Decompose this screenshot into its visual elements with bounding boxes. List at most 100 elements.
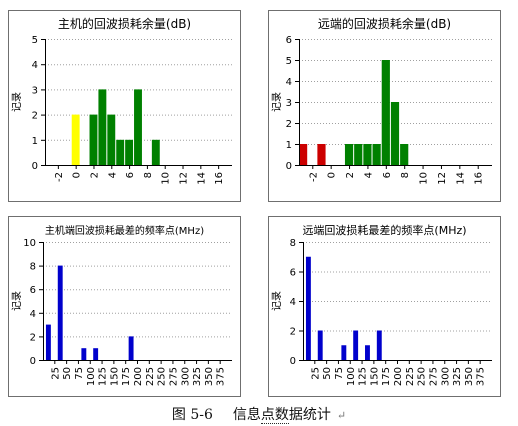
- chart-remote-worst-frequency: 远端回波损耗最差的频率点(MHz) 0 2 4 6 8 25 50 75 100 125 150 175…: [271, 223, 492, 386]
- chart-1-y-tick-label: 6: [286, 35, 292, 46]
- chart-3-bar-5: [376, 330, 382, 360]
- chart-0-bar-7: [151, 139, 160, 165]
- chart-1-x-tick-label: 2: [345, 172, 356, 178]
- chart-1-y-axis-label: 记录: [271, 92, 283, 112]
- chart-1-bar-7: [390, 102, 400, 165]
- chart-1-x-tick-label: 4: [363, 172, 374, 178]
- chart-1-y-tick-label: 2: [286, 119, 292, 130]
- chart-0-x-tick-label: 12: [179, 172, 190, 185]
- chart-1-title: 远端的回波损耗余量(dB): [318, 16, 451, 31]
- chart-1-x-tick-label: -2: [308, 172, 319, 182]
- chart-1-bar-4: [363, 144, 372, 165]
- chart-3-y-tick-label: 0: [290, 356, 296, 367]
- chart-0-bar-5: [125, 139, 134, 165]
- chart-3-x-tick-label: 75: [334, 367, 345, 380]
- chart-0-title: 主机的回波损耗余量(dB): [58, 16, 191, 31]
- chart-1-x-tick-label: 12: [437, 172, 448, 185]
- chart-3-x-tick-label: 325: [452, 367, 463, 386]
- chart-0-x-tick-label: 6: [125, 172, 136, 178]
- chart-2-bar-4: [128, 336, 134, 360]
- chart-1-bar-8: [400, 144, 409, 165]
- chart-2-x-tick-label: 275: [168, 367, 179, 386]
- chart-1-y-tick-label: 4: [286, 77, 292, 88]
- chart-3-x-tick-label: 200: [393, 367, 404, 386]
- chart-1-bar-3: [354, 144, 363, 165]
- chart-1-x-tick-label: 8: [400, 172, 411, 178]
- chart-panel-remote-worst-frequency: 远端回波损耗最差的频率点(MHz) 0 2 4 6 8 25 50 75 100 125 150 175…: [268, 216, 501, 397]
- chart-1-y-tick-label: 0: [286, 161, 292, 172]
- chart-2-y-tick-label: 2: [30, 332, 36, 343]
- figure-title-start: 信息: [232, 407, 261, 423]
- chart-0-bar-4: [116, 139, 125, 165]
- chart-0-y-tick-label: 2: [32, 111, 38, 122]
- chart-0-y-tick-label: 3: [32, 85, 38, 96]
- chart-0-y-tick-label: 1: [32, 136, 38, 147]
- chart-3-bar-2: [341, 345, 347, 360]
- chart-3-x-tick-label: 50: [322, 367, 333, 380]
- chart-0-x-tick-label: 0: [72, 172, 83, 178]
- chart-0-y-tick-label: 4: [32, 60, 38, 71]
- figure-title-end: 据统计: [288, 407, 331, 423]
- chart-3-y-tick-label: 6: [290, 268, 296, 279]
- chart-2-y-tick-label: 8: [30, 262, 36, 273]
- chart-2-x-tick-label: 225: [145, 367, 156, 386]
- chart-3-x-tick-label: 350: [464, 367, 475, 386]
- chart-2-x-tick-label: 325: [192, 367, 203, 386]
- figure-caption: 图 5-6 信息点数据统计 ↵: [0, 404, 518, 424]
- chart-3-title: 远端回波损耗最差的频率点(MHz): [302, 223, 466, 237]
- chart-0-y-tick-label: 5: [32, 35, 38, 46]
- chart-3-bar-1: [317, 330, 323, 360]
- chart-3-x-tick-label: 125: [358, 367, 369, 386]
- chart-0-bar-6: [134, 89, 142, 165]
- chart-2-x-tick-label: 375: [216, 367, 227, 386]
- chart-2-y-tick-label: 10: [23, 238, 36, 249]
- chart-3-x-tick-label: 375: [476, 367, 487, 386]
- chart-0-x-tick-label: 10: [161, 172, 172, 185]
- chart-2-title: 主机端回波损耗最差的频率点(MHz): [45, 224, 204, 237]
- chart-1-bar-5: [372, 144, 381, 165]
- chart-1-bar-2: [344, 144, 354, 165]
- chart-1-bar-1: [317, 144, 326, 165]
- chart-3-bar-0: [305, 256, 311, 360]
- chart-2-bar-1: [57, 265, 63, 360]
- chart-1-y-tick-label: 1: [286, 140, 292, 151]
- chart-2-x-tick-label: 75: [74, 367, 85, 380]
- chart-2-x-tick-label: 250: [157, 367, 168, 386]
- chart-3-bar-4: [365, 345, 370, 360]
- chart-3-y-tick-label: 8: [290, 238, 296, 249]
- chart-1-y-tick-label: 5: [286, 56, 292, 67]
- chart-1-x-tick-label: 0: [327, 172, 338, 178]
- chart-3-x-tick-label: 150: [369, 367, 380, 386]
- chart-3-x-tick-label: 175: [381, 367, 392, 386]
- chart-0-bar-2: [98, 89, 107, 165]
- chart-0-y-axis-label: 记录: [11, 92, 23, 112]
- chart-2-x-tick-label: 175: [121, 367, 132, 386]
- chart-3-y-axis-label: 记录: [271, 291, 283, 311]
- chart-0-x-tick-label: 16: [214, 172, 225, 185]
- chart-1-x-tick-label: 16: [474, 172, 485, 185]
- chart-2-x-tick-label: 25: [50, 367, 61, 380]
- chart-2-x-tick-label: 350: [204, 367, 215, 386]
- chart-0-x-tick-label: 2: [89, 172, 100, 178]
- chart-2-y-tick-label: 6: [30, 285, 36, 296]
- chart-2-x-tick-label: 150: [109, 367, 120, 386]
- chart-3-y-tick-label: 2: [290, 327, 296, 338]
- chart-2-bar-0: [45, 324, 51, 360]
- chart-panel-host-return-loss-margin: 主机的回波损耗余量(dB) 0 1 2 3 4 5 -2 0 2 4 6 8 10 12 14 16 记录: [8, 10, 241, 202]
- chart-0-x-tick-label: -2: [54, 172, 65, 182]
- chart-2-x-tick-label: 125: [98, 367, 109, 386]
- chart-3-x-tick-label: 300: [440, 367, 451, 386]
- chart-3-x-tick-label: 100: [346, 367, 357, 386]
- chart-0-x-tick-label: 8: [143, 172, 154, 178]
- chart-3-x-tick-label: 275: [428, 367, 439, 386]
- chart-2-x-tick-label: 50: [62, 367, 73, 380]
- chart-3-y-tick-label: 4: [290, 297, 296, 308]
- chart-0-x-tick-label: 4: [107, 172, 118, 178]
- chart-2-x-tick-label: 300: [180, 367, 191, 386]
- chart-1-bar-6: [381, 60, 390, 165]
- chart-0-y-tick-label: 0: [32, 161, 38, 172]
- paragraph-return-mark: ↵: [336, 409, 347, 422]
- figure-number: 图 5-6: [171, 407, 213, 423]
